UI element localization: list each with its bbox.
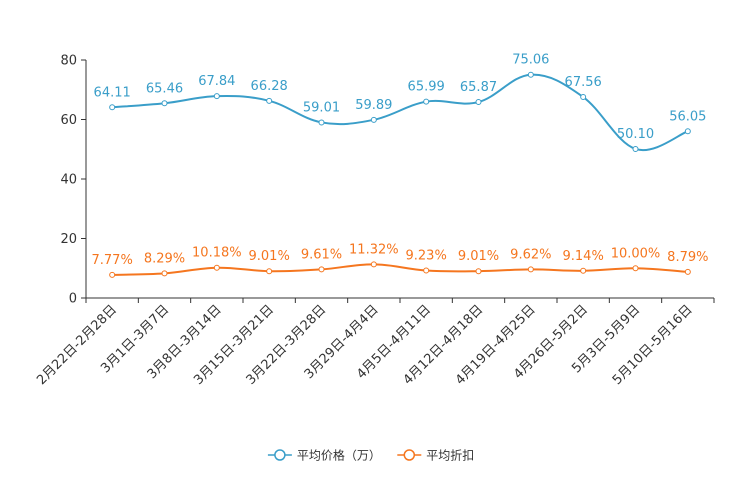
data-point[interactable] <box>370 116 377 123</box>
data-label: 11.32% <box>349 242 399 257</box>
legend-marker-icon <box>403 449 416 461</box>
data-point[interactable] <box>423 267 430 274</box>
data-label: 65.87 <box>460 80 497 95</box>
data-point[interactable] <box>632 265 639 272</box>
data-point[interactable] <box>266 268 273 275</box>
data-label: 9.01% <box>249 249 290 264</box>
series-line-1 <box>112 263 688 276</box>
data-point[interactable] <box>423 98 430 105</box>
data-point[interactable] <box>580 267 587 274</box>
data-label: 8.79% <box>667 250 708 265</box>
data-label: 67.84 <box>198 74 235 89</box>
data-point[interactable] <box>632 145 639 152</box>
series-layer <box>109 71 691 278</box>
data-point[interactable] <box>161 270 168 277</box>
data-point[interactable] <box>527 71 534 78</box>
legend-label: 平均折扣 <box>426 448 474 463</box>
data-point[interactable] <box>580 94 587 101</box>
data-point[interactable] <box>213 93 220 100</box>
data-label: 7.77% <box>92 253 133 268</box>
legend-item-1[interactable]: 平均折扣 <box>397 448 474 463</box>
data-label: 9.14% <box>563 249 604 264</box>
data-label: 9.62% <box>510 247 551 262</box>
data-point[interactable] <box>109 271 116 278</box>
data-label: 9.23% <box>406 249 447 264</box>
data-label: 59.89 <box>355 98 392 113</box>
data-point[interactable] <box>318 119 325 126</box>
data-label: 9.01% <box>458 249 499 264</box>
y-tick-label: 20 <box>60 232 77 247</box>
data-point[interactable] <box>213 264 220 271</box>
data-point[interactable] <box>684 128 691 135</box>
data-point[interactable] <box>318 266 325 273</box>
data-label: 67.56 <box>565 75 602 90</box>
y-tick-label: 40 <box>60 173 77 188</box>
y-tick-label: 80 <box>60 54 77 69</box>
data-point[interactable] <box>109 104 116 111</box>
data-point[interactable] <box>370 261 377 268</box>
data-label: 10.18% <box>192 246 242 261</box>
data-point[interactable] <box>527 266 534 273</box>
data-label: 75.06 <box>512 53 549 68</box>
legend-item-0[interactable]: 平均价格（万） <box>267 448 381 463</box>
data-label: 64.11 <box>94 85 131 100</box>
data-point[interactable] <box>475 268 482 275</box>
data-labels-layer: 64.11 65.46 67.84 66.28 59.01 59.89 65.99 65.87… <box>92 53 709 268</box>
data-point[interactable] <box>684 268 691 275</box>
data-label: 65.99 <box>408 80 445 95</box>
data-label: 56.05 <box>669 109 706 124</box>
y-tick-label: 0 <box>69 292 77 307</box>
data-label: 66.28 <box>251 79 288 94</box>
data-label: 59.01 <box>303 100 340 115</box>
legend-marker-icon <box>274 449 286 461</box>
data-label: 9.61% <box>301 247 342 262</box>
data-label: 65.46 <box>146 81 183 96</box>
legend-label: 平均价格（万） <box>297 448 381 463</box>
y-tick-label: 60 <box>60 113 77 128</box>
data-label: 10.00% <box>611 246 661 261</box>
data-point[interactable] <box>161 100 168 107</box>
chart-legend[interactable]: 平均价格（万） 平均折扣 <box>267 448 474 463</box>
data-label: 8.29% <box>144 251 185 266</box>
data-label: 50.10 <box>617 127 654 142</box>
data-point[interactable] <box>475 99 482 106</box>
data-point[interactable] <box>266 97 273 104</box>
